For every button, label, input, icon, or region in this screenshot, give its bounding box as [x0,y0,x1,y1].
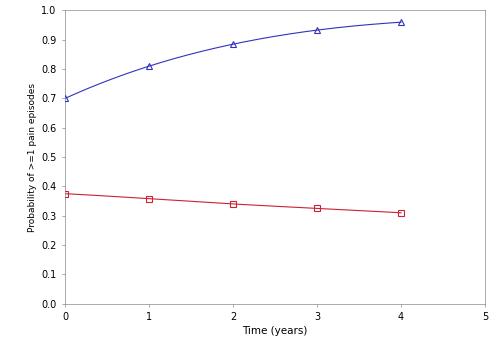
X-axis label: Time (years): Time (years) [242,326,308,336]
Y-axis label: Probability of >=1 pain episodes: Probability of >=1 pain episodes [28,83,37,231]
